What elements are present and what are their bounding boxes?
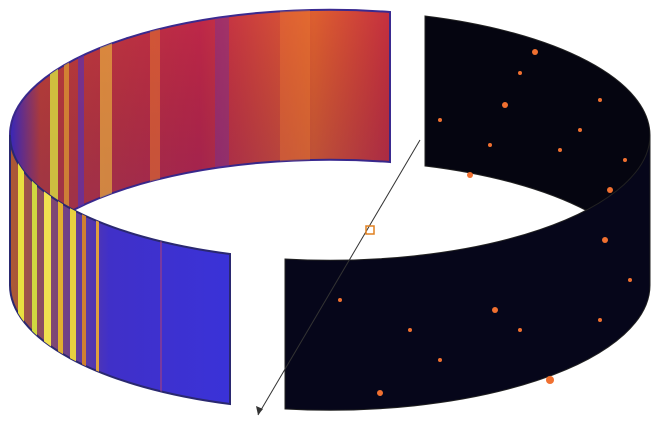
beam-line: [257, 139, 421, 416]
diffraction-spots: [338, 49, 632, 396]
left-front-panel: [8, 134, 231, 406]
right-front-panel: [284, 134, 651, 411]
beam-arrow: [256, 406, 263, 415]
sample: [365, 225, 375, 235]
front-rings: [18, 135, 162, 404]
